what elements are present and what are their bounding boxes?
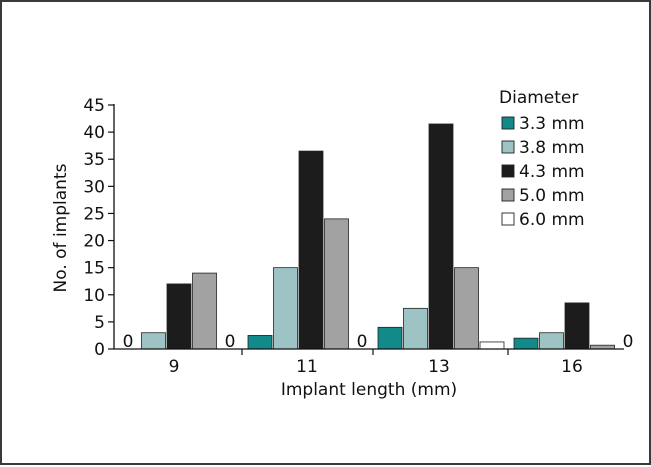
- legend-swatch: [501, 212, 515, 226]
- x-axis-title: Implant length (mm): [281, 380, 457, 400]
- bars-layer: [141, 123, 615, 350]
- legend-label: 5.0 mm: [519, 186, 585, 206]
- data-label: 0: [123, 332, 134, 352]
- y-tick-label: 40: [83, 123, 105, 143]
- bar-11-3-8-mm: [273, 267, 298, 350]
- data-label: 0: [225, 332, 236, 352]
- y-tick-label: 25: [83, 204, 105, 224]
- bar-9-5-0-mm: [192, 272, 217, 350]
- bar-13-3-3-mm: [377, 326, 403, 350]
- bar-11-5-0-mm: [324, 218, 349, 350]
- legend-swatch: [501, 164, 515, 178]
- data-label: 0: [623, 332, 634, 352]
- legend-label: 6.0 mm: [519, 210, 585, 230]
- bar-16-3-3-mm: [513, 337, 539, 350]
- bar-13-3-8-mm: [403, 307, 428, 350]
- legend: Diameter 3.3 mm 3.8 mm 4.3 mm 5.0 mm 6.0 mm: [499, 88, 585, 230]
- y-tick-label: 45: [83, 96, 105, 116]
- legend-label: 3.8 mm: [519, 138, 585, 158]
- y-axis-title: No. of implants: [51, 163, 71, 292]
- y-tick-label: 5: [94, 313, 105, 333]
- y-tick-label: 30: [83, 177, 105, 197]
- y-tick-label: 15: [83, 259, 105, 279]
- x-tick-label: 13: [428, 357, 450, 377]
- bar-11-4-3-mm: [298, 150, 324, 350]
- legend-swatch: [501, 116, 515, 130]
- data-label: 0: [357, 332, 368, 352]
- labels-layer: 0 0 0 0: [123, 332, 634, 352]
- bar-11-3-3-mm: [247, 335, 273, 350]
- bar-16-4-3-mm: [564, 302, 590, 350]
- y-tick-label: 35: [83, 150, 105, 170]
- y-tick-label: 0: [94, 340, 105, 360]
- bar-9-3-8-mm: [141, 332, 166, 350]
- bar-9-4-3-mm: [166, 283, 192, 350]
- legend-swatch: [501, 188, 515, 202]
- bar-13-6-0-mm: [479, 341, 505, 350]
- y-tick-label: 20: [83, 232, 105, 252]
- x-tick-label: 9: [169, 357, 180, 377]
- legend-label: 3.3 mm: [519, 114, 585, 134]
- legend-title: Diameter: [499, 88, 578, 108]
- x-tick-label: 11: [296, 357, 318, 377]
- x-tick-label: 16: [561, 357, 583, 377]
- legend-label: 4.3 mm: [519, 162, 585, 182]
- bar-13-5-0-mm: [454, 267, 479, 350]
- bar-13-4-3-mm: [428, 123, 454, 350]
- legend-swatch: [501, 140, 515, 154]
- bar-16-3-8-mm: [539, 332, 564, 350]
- y-tick-label: 10: [83, 286, 105, 306]
